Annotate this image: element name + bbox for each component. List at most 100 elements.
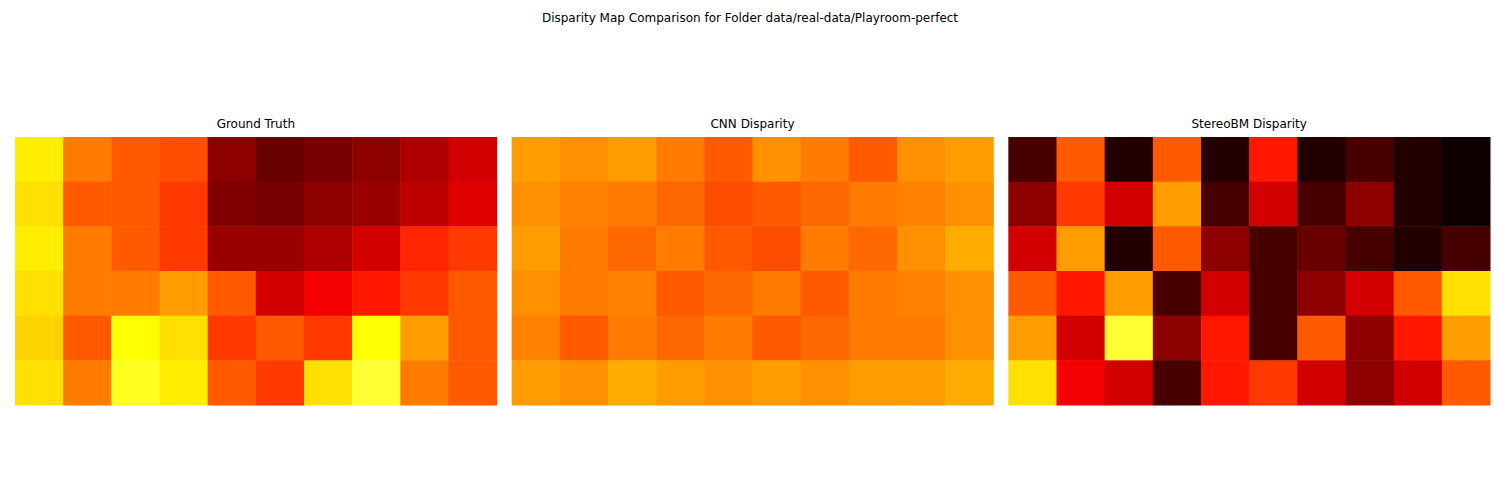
- heatmap-cell: [753, 182, 802, 227]
- heatmap-cell: [945, 137, 994, 182]
- heatmap-cell: [63, 316, 112, 361]
- heatmap-cell: [1008, 271, 1057, 316]
- heatmap-cell: [1249, 271, 1298, 316]
- heatmap-cell: [15, 271, 64, 316]
- heatmap-cell: [1153, 316, 1202, 361]
- heatmap-cell: [1394, 137, 1443, 182]
- heatmap-cell: [304, 316, 353, 361]
- heatmap-cell: [897, 316, 946, 361]
- heatmap-cell: [704, 226, 753, 271]
- heatmap-cell: [400, 226, 449, 271]
- panel-title: Ground Truth: [217, 117, 295, 131]
- heatmap-cell: [1249, 137, 1298, 182]
- heatmap-cell: [1057, 137, 1106, 182]
- heatmap-cell: [512, 360, 561, 405]
- heatmap-cell: [1105, 316, 1154, 361]
- heatmap-cell: [352, 137, 401, 182]
- heatmap-cell: [656, 182, 705, 227]
- heatmap-cell: [15, 137, 64, 182]
- heatmap-cell: [608, 182, 657, 227]
- heatmap-cell: [704, 182, 753, 227]
- heatmap-cell: [208, 182, 257, 227]
- heatmap-cell: [111, 360, 160, 405]
- heatmap-cell: [1201, 226, 1250, 271]
- heatmap-cell: [400, 316, 449, 361]
- heatmap-cell: [256, 271, 305, 316]
- panel: CNN Disparity: [512, 117, 994, 406]
- heatmap-cell: [15, 316, 64, 361]
- heatmap-cell: [1297, 360, 1346, 405]
- heatmap-cell: [1105, 182, 1154, 227]
- heatmap-cell: [801, 316, 850, 361]
- figure-title: Disparity Map Comparison for Folder data…: [542, 11, 958, 25]
- heatmap-cell: [111, 137, 160, 182]
- heatmap-cell: [849, 271, 898, 316]
- heatmap-cell: [945, 316, 994, 361]
- heatmap-cell: [1442, 226, 1491, 271]
- heatmap-cell: [1297, 226, 1346, 271]
- heatmap-cell: [512, 226, 561, 271]
- heatmap-cell: [1346, 360, 1395, 405]
- heatmap-cell: [15, 182, 64, 227]
- heatmap-cell: [256, 182, 305, 227]
- heatmap-cell: [560, 137, 609, 182]
- heatmap-cell: [256, 316, 305, 361]
- heatmap-cell: [15, 360, 64, 405]
- heatmap-cell: [704, 360, 753, 405]
- heatmap-cell: [256, 226, 305, 271]
- heatmap-cell: [608, 137, 657, 182]
- background: [0, 0, 1500, 500]
- heatmap-cell: [1057, 226, 1106, 271]
- heatmap-cell: [1008, 182, 1057, 227]
- heatmap-cell: [111, 226, 160, 271]
- heatmap-cell: [449, 360, 498, 405]
- heatmap-cell: [1346, 271, 1395, 316]
- heatmap-cell: [1394, 226, 1443, 271]
- heatmap-cell: [449, 271, 498, 316]
- heatmap-cell: [1105, 137, 1154, 182]
- heatmap-cell: [849, 182, 898, 227]
- heatmap-cell: [111, 316, 160, 361]
- panel-title: StereoBM Disparity: [1191, 117, 1306, 131]
- heatmap-cell: [849, 316, 898, 361]
- heatmap-cell: [1201, 316, 1250, 361]
- heatmap-cell: [608, 360, 657, 405]
- heatmap-cell: [1057, 271, 1106, 316]
- heatmap-cell: [1442, 360, 1491, 405]
- heatmap-cell: [1153, 360, 1202, 405]
- heatmap-cell: [897, 226, 946, 271]
- heatmap-cell: [1057, 360, 1106, 405]
- heatmap-cell: [256, 360, 305, 405]
- heatmap-cell: [400, 360, 449, 405]
- heatmap-cell: [1297, 182, 1346, 227]
- heatmap-cell: [801, 271, 850, 316]
- heatmap-cell: [1008, 137, 1057, 182]
- heatmap-cell: [945, 360, 994, 405]
- heatmap-cell: [1249, 182, 1298, 227]
- heatmap-cell: [1249, 360, 1298, 405]
- heatmap-cell: [801, 182, 850, 227]
- heatmap-cell: [449, 226, 498, 271]
- heatmap-cell: [63, 182, 112, 227]
- heatmap-cell: [63, 226, 112, 271]
- heatmap-cell: [704, 271, 753, 316]
- heatmap-cell: [1105, 226, 1154, 271]
- heatmap-cell: [1249, 316, 1298, 361]
- heatmap-cell: [208, 137, 257, 182]
- heatmap-cell: [1442, 137, 1491, 182]
- heatmap-cell: [63, 360, 112, 405]
- heatmap-cell: [753, 360, 802, 405]
- heatmap-cell: [656, 137, 705, 182]
- heatmap-cell: [849, 360, 898, 405]
- heatmap-cell: [63, 137, 112, 182]
- heatmap-cell: [208, 360, 257, 405]
- heatmap-cell: [1201, 271, 1250, 316]
- heatmap-cell: [304, 226, 353, 271]
- heatmap-cell: [160, 360, 209, 405]
- heatmap-cell: [945, 271, 994, 316]
- heatmap-cell: [801, 137, 850, 182]
- heatmap-cell: [160, 182, 209, 227]
- panel: Ground Truth: [15, 117, 497, 406]
- heatmap-cell: [560, 226, 609, 271]
- heatmap-cell: [1105, 271, 1154, 316]
